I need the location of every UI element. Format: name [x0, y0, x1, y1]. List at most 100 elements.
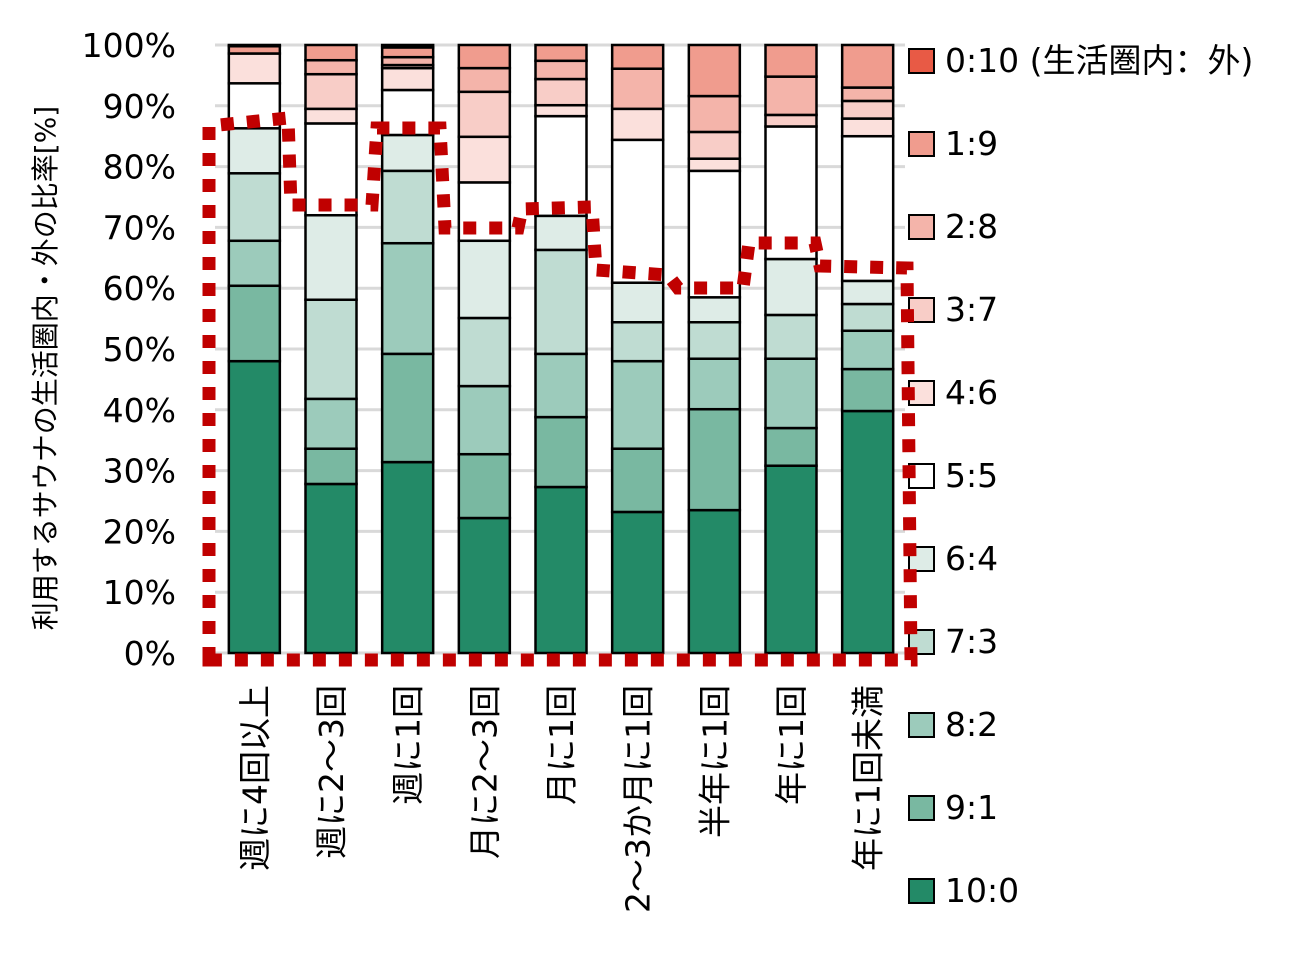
legend-item: 5:5: [908, 456, 998, 495]
bar-segment: [304, 482, 358, 655]
bar-segment: [304, 72, 358, 111]
bar-segment: [610, 320, 665, 363]
bar-segment: [227, 172, 282, 243]
legend-item: 8:2: [908, 705, 998, 744]
bar-segment: [610, 510, 665, 655]
bar-segment: [380, 169, 435, 245]
x-category-label: 月に1回: [542, 685, 581, 805]
bar-segment: [380, 460, 435, 655]
bar-segment: [304, 43, 358, 62]
bar-segment: [764, 426, 818, 467]
x-axis-categories: 週に4回以上 週に2～3回 週に1回 月に2～3回 月に1回 2～3か月に1回 半年に1回年…: [235, 685, 887, 913]
bar-segment: [840, 86, 895, 103]
legend-label: 10:0: [945, 871, 1019, 910]
x-category-label: 週に4回以上: [235, 685, 274, 871]
legend-swatch: [908, 214, 935, 240]
bar-segment: [840, 329, 895, 371]
bar-segment: [687, 130, 742, 160]
bar-segment: [304, 107, 358, 125]
bar-segment: [534, 485, 588, 655]
bar-segment: [304, 447, 358, 486]
legend-item: 9:1: [908, 788, 998, 827]
bar-stack: [687, 43, 742, 655]
bar-segment: [840, 99, 895, 120]
bar-segment: [610, 138, 665, 284]
legend-label: 0:10 (生活圏内：外): [945, 41, 1253, 80]
legend-item: 3:7: [908, 290, 998, 329]
bar-segment: [380, 43, 435, 49]
y-tick-label: 30%: [103, 452, 176, 491]
bar-segment: [764, 75, 818, 117]
legend-item: 0:10 (生活圏内：外): [908, 41, 1253, 80]
bar-segment: [534, 214, 588, 252]
bar-segment: [227, 284, 282, 363]
bar-segment: [534, 415, 588, 489]
bar-segment: [380, 66, 435, 92]
bar-segment: [764, 464, 818, 655]
legend-swatch: [908, 878, 935, 904]
bar-segment: [534, 103, 588, 118]
bar-segment: [304, 298, 358, 401]
x-category-label: 週に1回: [389, 685, 428, 805]
bar-segment: [304, 397, 358, 450]
bar-segment: [534, 248, 588, 356]
bar-segment: [840, 367, 895, 413]
bar-segment: [457, 66, 512, 94]
x-category-label: 年に1回: [772, 685, 811, 805]
bar-segment: [534, 43, 588, 63]
x-category-label: 半年に1回: [695, 685, 734, 838]
legend-label: 4:6: [945, 373, 998, 412]
bar-segment: [457, 43, 512, 70]
bar-segment: [457, 135, 512, 184]
x-category-label: 週に2～3回: [312, 685, 351, 859]
bar-stack: [534, 43, 588, 655]
legend-swatch: [908, 712, 935, 738]
y-tick-label: 80%: [103, 148, 176, 187]
bar-segment: [534, 352, 588, 419]
bar-stack: [457, 43, 512, 655]
x-category-label: 年に1回未満: [849, 685, 888, 871]
bar-segment: [840, 43, 895, 89]
y-tick-label: 100%: [82, 26, 176, 65]
bar-segment: [840, 117, 895, 138]
bar-segment: [610, 447, 665, 514]
bar-segment: [457, 452, 512, 520]
bar-segment: [764, 257, 818, 317]
bar-segment: [380, 241, 435, 356]
bar-segment: [380, 46, 435, 59]
y-axis-title: 利用するサウナの生活圏内・外の比率[%]: [29, 106, 62, 630]
bar-segment: [764, 313, 818, 360]
bar-stack: [380, 43, 435, 655]
x-category-label: 2～3か月に1回: [619, 685, 658, 913]
legend-item: 4:6: [908, 373, 998, 412]
legend-swatch: [908, 131, 935, 157]
y-axis-ticks: 0% 10% 20% 30% 40% 50% 60% 70% 80% 90% 100%: [82, 26, 176, 673]
y-tick-label: 60%: [103, 269, 176, 308]
bar-segment: [534, 77, 588, 107]
bar-stack: [610, 43, 665, 655]
bar-stack: [227, 43, 282, 655]
bar-segment: [687, 407, 742, 512]
bar-segment: [687, 357, 742, 411]
bar-segment: [764, 113, 818, 128]
y-tick-label: 0%: [124, 634, 176, 673]
y-tick-label: 90%: [103, 87, 176, 126]
legend-label: 7:3: [945, 622, 998, 661]
legend-label: 5:5: [945, 456, 998, 495]
legend-swatch: [908, 546, 935, 572]
bar-stack: [764, 43, 818, 655]
bar-segment: [764, 43, 818, 78]
bar-segment: [457, 239, 512, 320]
bar-segment: [840, 302, 895, 333]
legend-item: 10:0: [908, 871, 1019, 910]
bar-segment: [380, 133, 435, 173]
bar-segment: [610, 67, 665, 111]
bar-segment: [227, 239, 282, 288]
legend-label: 2:8: [945, 207, 998, 246]
legend-label: 9:1: [945, 788, 998, 827]
y-tick-label: 50%: [103, 330, 176, 369]
bar-stack: [304, 43, 358, 655]
bar-segment: [687, 43, 742, 98]
bars: [227, 43, 895, 655]
bar-segment: [687, 94, 742, 134]
